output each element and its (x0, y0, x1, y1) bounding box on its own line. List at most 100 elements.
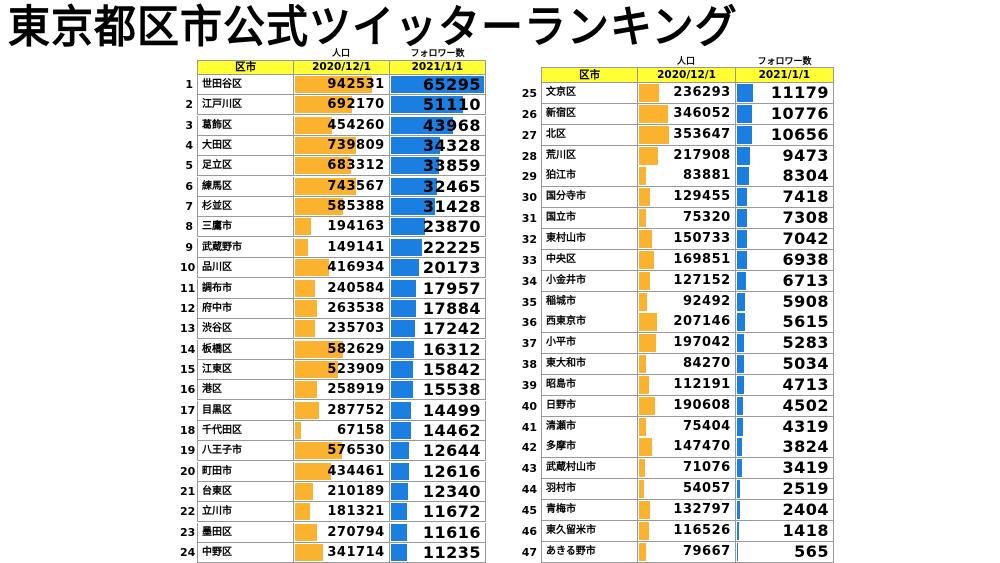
row-cells: 江東区 523909 15842 (197, 359, 486, 380)
population-bar (639, 355, 647, 374)
rank-cell: 29 (521, 170, 537, 184)
followers-bar (736, 250, 747, 269)
name-cell: 西東京市 (546, 316, 586, 328)
followers-value: 10656 (770, 124, 829, 144)
name-cell: 品川区 (202, 262, 232, 274)
followers-bar (736, 229, 747, 248)
followers-bar (390, 157, 439, 175)
table-row: 15 江東区 523909 15842 (180, 359, 486, 380)
row-cells: 西東京市 207146 5615 (541, 312, 834, 334)
followers-cell: 11672 (388, 502, 485, 522)
rank-cell: 32 (521, 232, 537, 246)
followers-cell: 12616 (388, 461, 485, 481)
population-bar (295, 157, 352, 175)
followers-bar (390, 177, 437, 195)
population-value: 582629 (327, 341, 385, 357)
population-bar (639, 167, 647, 186)
name-cell: 文京区 (546, 87, 576, 98)
population-value: 67158 (336, 422, 385, 438)
population-value: 54057 (682, 481, 731, 497)
name-cell: 武蔵村山市 (546, 462, 596, 474)
population-bar (295, 279, 316, 297)
followers-cell: 7418 (734, 187, 833, 208)
followers-value: 4319 (782, 416, 829, 436)
table-row: 23 墨田区 270794 11616 (180, 522, 486, 543)
table-row: 8 三鷹市 194163 23870 (180, 217, 486, 238)
followers-value: 31428 (422, 197, 481, 217)
row-cells: 羽村市 54057 2519 (541, 479, 834, 501)
followers-cell: 2519 (734, 479, 833, 500)
followers-cell: 43968 (388, 115, 485, 135)
rank-cell: 11 (180, 281, 196, 295)
followers-value: 4713 (782, 374, 829, 394)
followers-bar (736, 188, 748, 207)
name-cell: 東久留米市 (546, 524, 596, 536)
population-value: 692170 (327, 97, 385, 113)
name-cell: 江戸川区 (202, 99, 242, 111)
rank-cell: 10 (180, 261, 196, 275)
followers-cell: 16312 (388, 339, 485, 359)
followers-cell: 8304 (734, 166, 833, 187)
followers-cell: 565 (734, 541, 833, 562)
table-row: 3 葛飾区 454260 43968 (180, 115, 486, 136)
population-bar (639, 209, 646, 228)
rank-cell: 37 (521, 337, 537, 351)
population-cell: 112191 (637, 374, 734, 395)
followers-value: 6713 (782, 270, 829, 290)
population-value: 454260 (327, 117, 385, 133)
population-cell: 127152 (637, 270, 734, 291)
followers-bar (736, 459, 742, 478)
followers-value: 12644 (422, 441, 481, 461)
name-cell: 足立区 (202, 160, 232, 172)
population-value: 217908 (673, 147, 731, 163)
name-cell: 町田市 (202, 465, 232, 477)
row-cells: 調布市 240584 17957 (197, 278, 486, 299)
followers-cell: 31428 (388, 197, 485, 217)
row-cells: 目黒区 287752 14499 (197, 400, 486, 421)
row-cells: 武蔵村山市 71076 3419 (541, 458, 834, 480)
followers-bar (736, 542, 739, 561)
rank-cell: 6 (185, 179, 193, 193)
row-cells: 東大和市 84270 5034 (541, 354, 834, 376)
rank-cell: 22 (180, 505, 196, 519)
row-cells: 練馬区 743567 32465 (197, 176, 486, 197)
name-cell: 東村山市 (546, 232, 586, 244)
rank-cell: 42 (521, 441, 537, 455)
table-row: 37 小平市 197042 5283 (514, 333, 834, 355)
followers-value: 14462 (422, 420, 481, 440)
population-value: 149141 (327, 239, 385, 255)
population-bar (639, 521, 650, 540)
table-row: 30 国分寺市 129455 7418 (514, 187, 834, 209)
followers-cell: 51110 (388, 95, 485, 115)
population-cell: 236293 (637, 83, 734, 103)
population-value: 150733 (673, 230, 731, 246)
table-row: 13 渋谷区 235703 17242 (180, 319, 486, 340)
table-row: 28 荒川区 217908 9473 (514, 145, 834, 167)
followers-cell: 6938 (734, 249, 833, 270)
followers-value: 2519 (782, 479, 829, 499)
followers-top-label: フォロワー数 (410, 49, 465, 59)
rank-cell: 41 (521, 420, 537, 434)
followers-value: 7042 (782, 228, 829, 248)
followers-bar (390, 198, 436, 216)
followers-bar (390, 340, 414, 358)
table-row: 43 武蔵村山市 71076 3419 (514, 458, 834, 480)
name-cell: あきる野市 (546, 545, 596, 557)
table-row: 24 中野区 341714 11235 (180, 543, 486, 563)
header-followers: 2021/1/1 (734, 68, 833, 82)
population-cell: 197042 (637, 333, 734, 354)
followers-top-label: フォロワー数 (757, 57, 812, 67)
row-cells: 東村山市 150733 7042 (541, 228, 834, 250)
population-cell: 149141 (293, 237, 388, 257)
followers-value: 5615 (782, 312, 829, 332)
population-bar (295, 483, 313, 500)
population-value: 79667 (682, 543, 731, 559)
rank-cell: 40 (521, 399, 537, 413)
row-cells: 荒川区 217908 9473 (541, 145, 834, 167)
population-value: 194163 (327, 219, 385, 235)
row-cells: 新宿区 346052 10776 (541, 103, 834, 125)
followers-cell: 17242 (388, 319, 485, 339)
followers-bar (390, 320, 416, 338)
population-bar (295, 320, 315, 338)
name-cell: 葛飾区 (202, 119, 232, 131)
